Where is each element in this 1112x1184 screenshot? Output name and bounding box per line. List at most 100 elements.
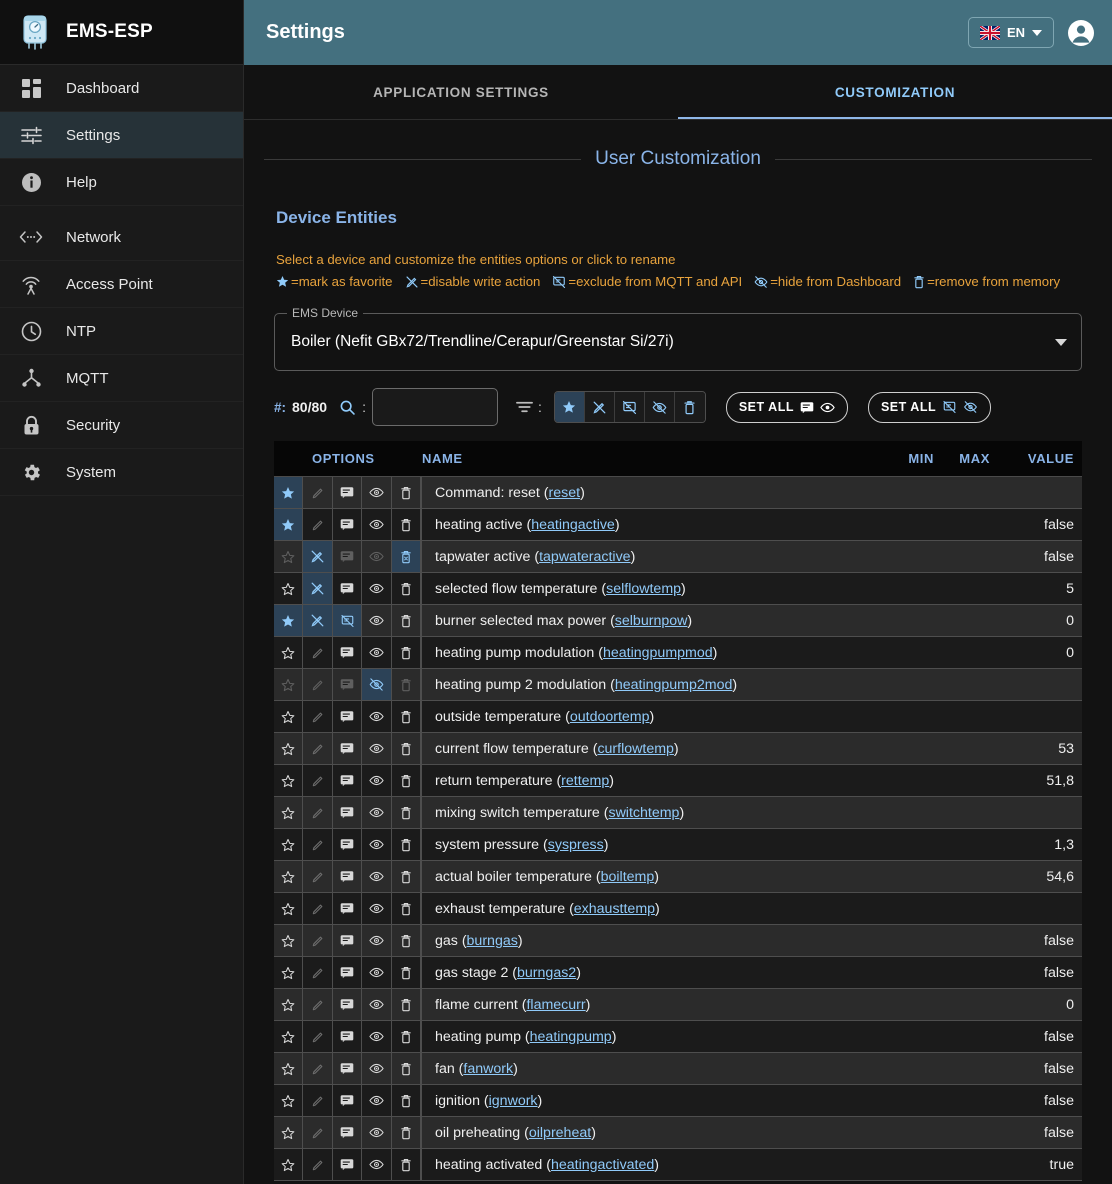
visibility-toggle[interactable]: [362, 637, 392, 668]
delete-toggle[interactable]: [392, 573, 422, 604]
mqtt-toggle[interactable]: [333, 573, 363, 604]
entity-name[interactable]: burner selected max power (selburnpow): [422, 605, 884, 636]
table-row[interactable]: heating pump 2 modulation (heatingpump2m…: [274, 669, 1082, 701]
write-toggle[interactable]: [303, 701, 333, 732]
mqtt-toggle[interactable]: [333, 541, 363, 572]
delete-toggle[interactable]: [392, 477, 422, 508]
entity-name[interactable]: outside temperature (outdoortemp): [422, 701, 884, 732]
write-toggle[interactable]: [303, 957, 333, 988]
sidebar-item-system[interactable]: System: [0, 449, 243, 496]
entity-key-link[interactable]: heatingpump2mod: [614, 676, 733, 693]
sidebar-item-security[interactable]: Security: [0, 402, 243, 449]
visibility-toggle[interactable]: [362, 1021, 392, 1052]
mqtt-toggle[interactable]: [333, 893, 363, 924]
favorite-toggle[interactable]: [274, 701, 304, 732]
favorite-toggle[interactable]: [274, 1117, 304, 1148]
delete-toggle[interactable]: [392, 861, 422, 892]
delete-toggle[interactable]: [392, 1021, 422, 1052]
mqtt-toggle[interactable]: [333, 701, 363, 732]
visibility-toggle[interactable]: [362, 509, 392, 540]
entity-key-link[interactable]: heatingpump: [529, 1028, 612, 1045]
mqtt-toggle[interactable]: [333, 733, 363, 764]
entity-key-link[interactable]: outdoortemp: [569, 708, 650, 725]
visibility-toggle[interactable]: [362, 1149, 392, 1180]
table-row[interactable]: heating pump modulation (heatingpumpmod)…: [274, 637, 1082, 669]
delete-toggle[interactable]: [392, 605, 422, 636]
mqtt-toggle[interactable]: [333, 925, 363, 956]
table-row[interactable]: heating pump (heatingpump) false: [274, 1021, 1082, 1053]
favorite-toggle[interactable]: [274, 989, 304, 1020]
write-toggle[interactable]: [303, 1021, 333, 1052]
favorite-toggle[interactable]: [274, 733, 304, 764]
write-toggle[interactable]: [303, 893, 333, 924]
delete-toggle[interactable]: [392, 925, 422, 956]
visibility-toggle[interactable]: [362, 765, 392, 796]
visibility-toggle[interactable]: [362, 605, 392, 636]
favorite-toggle[interactable]: [274, 1021, 304, 1052]
mqtt-toggle[interactable]: [333, 1085, 363, 1116]
tab-application-settings[interactable]: APPLICATION SETTINGS: [373, 84, 549, 100]
entity-name[interactable]: fan (fanwork): [422, 1053, 884, 1084]
visibility-toggle[interactable]: [362, 477, 392, 508]
visibility-toggle[interactable]: [362, 1085, 392, 1116]
filter-eye-off-button[interactable]: [644, 392, 675, 422]
favorite-toggle[interactable]: [274, 765, 304, 796]
ems-device-select[interactable]: EMS Device Boiler (Nefit GBx72/Trendline…: [274, 306, 1082, 371]
visibility-toggle[interactable]: [362, 829, 392, 860]
entity-name[interactable]: Command: reset (reset): [422, 477, 884, 508]
entity-name[interactable]: mixing switch temperature (switchtemp): [422, 797, 884, 828]
entity-key-link[interactable]: reset: [548, 484, 581, 501]
filter-delete-button[interactable]: [674, 392, 705, 422]
delete-toggle[interactable]: [392, 637, 422, 668]
favorite-toggle[interactable]: [274, 957, 304, 988]
visibility-toggle[interactable]: [362, 541, 392, 572]
favorite-toggle[interactable]: [274, 509, 304, 540]
entity-name[interactable]: tapwater active (tapwateractive): [422, 541, 884, 572]
filter-favorite-button[interactable]: [554, 392, 585, 422]
entity-key-link[interactable]: tapwateractive: [539, 548, 631, 565]
language-selector[interactable]: EN: [967, 17, 1054, 48]
mqtt-toggle[interactable]: [333, 1117, 363, 1148]
mqtt-toggle[interactable]: [333, 989, 363, 1020]
favorite-toggle[interactable]: [274, 893, 304, 924]
visibility-toggle[interactable]: [362, 573, 392, 604]
table-row[interactable]: burner selected max power (selburnpow) 0: [274, 605, 1082, 637]
favorite-toggle[interactable]: [274, 541, 304, 572]
table-row[interactable]: flame current (flamecurr) 0: [274, 989, 1082, 1021]
entity-name[interactable]: heating active (heatingactive): [422, 509, 884, 540]
delete-toggle[interactable]: [392, 765, 422, 796]
table-row[interactable]: heating active (heatingactive) false: [274, 509, 1082, 541]
sidebar-item-access-point[interactable]: Access Point: [0, 261, 243, 308]
entity-name[interactable]: gas stage 2 (burngas2): [422, 957, 884, 988]
set-all-exclude-hide-button[interactable]: SET ALL: [867, 391, 992, 423]
visibility-toggle[interactable]: [362, 733, 392, 764]
entity-name[interactable]: heating activated (heatingactivated): [422, 1149, 884, 1180]
table-row[interactable]: current flow temperature (curflowtemp) 53: [274, 733, 1082, 765]
write-toggle[interactable]: [303, 1149, 333, 1180]
visibility-toggle[interactable]: [362, 957, 392, 988]
entity-key-link[interactable]: exhausttemp: [573, 900, 656, 917]
favorite-toggle[interactable]: [274, 637, 304, 668]
write-toggle[interactable]: [303, 1117, 333, 1148]
entity-key-link[interactable]: selburnpow: [614, 612, 688, 629]
favorite-toggle[interactable]: [274, 829, 304, 860]
mqtt-toggle[interactable]: [333, 509, 363, 540]
entity-key-link[interactable]: heatingactivated: [550, 1156, 655, 1173]
write-toggle[interactable]: [303, 541, 333, 572]
write-toggle[interactable]: [303, 605, 333, 636]
table-row[interactable]: mixing switch temperature (switchtemp): [274, 797, 1082, 829]
favorite-toggle[interactable]: [274, 477, 304, 508]
sidebar-item-network[interactable]: Network: [0, 214, 243, 261]
delete-toggle[interactable]: [392, 1149, 422, 1180]
entity-key-link[interactable]: selflowtemp: [606, 580, 682, 597]
mqtt-toggle[interactable]: [332, 605, 363, 636]
entity-name[interactable]: gas (burngas): [422, 925, 884, 956]
table-row[interactable]: return temperature (rettemp) 51,8: [274, 765, 1082, 797]
write-toggle[interactable]: [303, 861, 333, 892]
set-all-mqtt-api-button[interactable]: SET ALL: [725, 391, 848, 423]
delete-toggle[interactable]: [392, 733, 422, 764]
write-toggle[interactable]: [303, 989, 333, 1020]
table-row[interactable]: system pressure (syspress) 1,3: [274, 829, 1082, 861]
mqtt-toggle[interactable]: [333, 829, 363, 860]
mqtt-toggle[interactable]: [333, 765, 363, 796]
